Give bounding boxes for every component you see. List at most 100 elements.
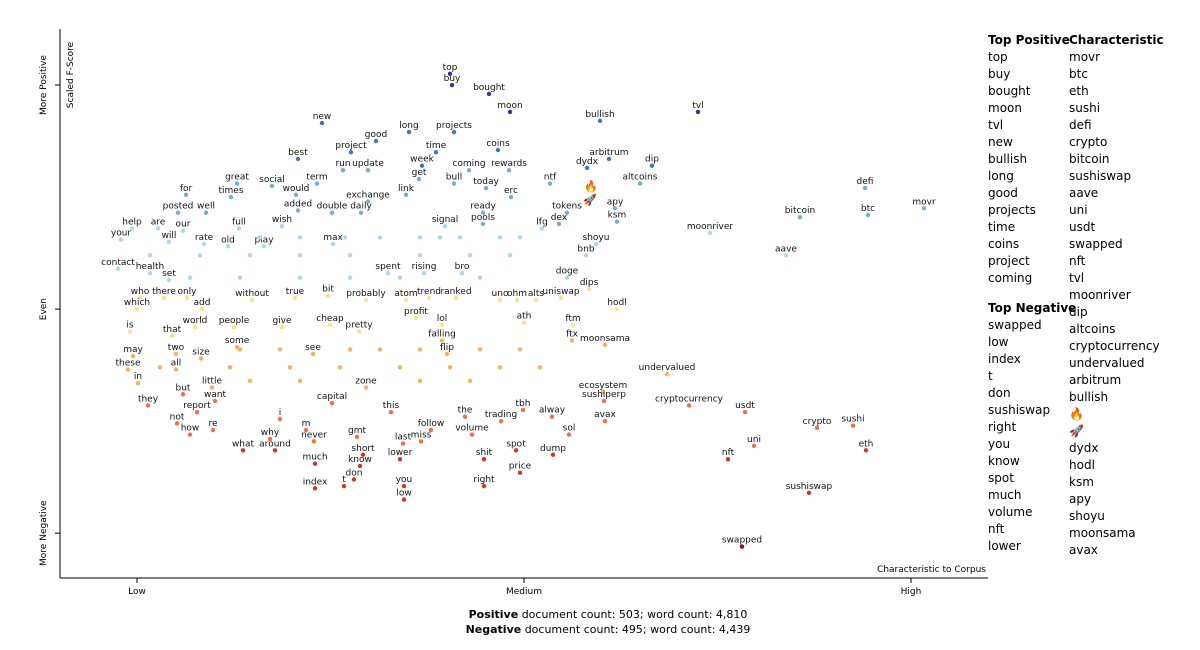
term-label: that [163, 325, 182, 335]
term-label: spot [506, 439, 526, 449]
list-title: Characteristic [1069, 33, 1164, 47]
point [363, 297, 369, 303]
x-axis-label: Characteristic to Corpus [877, 565, 986, 575]
point [428, 427, 434, 433]
list-term: moonsama [1069, 526, 1136, 540]
point [161, 295, 167, 301]
point [707, 230, 713, 236]
point [417, 378, 423, 384]
point [279, 324, 285, 330]
list-term: moon [988, 101, 1022, 115]
list-term: dip [1069, 305, 1088, 319]
point [295, 208, 301, 213]
point [612, 206, 618, 211]
term-label: who [131, 287, 150, 297]
point [459, 271, 465, 276]
term-label: pretty [345, 321, 373, 331]
term-label: undervalued [639, 363, 696, 373]
list-term: buy [988, 67, 1010, 81]
term-label: shit [476, 448, 493, 458]
list-term: aave [1069, 186, 1098, 200]
term-label: know [348, 455, 372, 465]
point [462, 414, 468, 419]
term-label: much [302, 453, 327, 463]
term-label: top [443, 63, 458, 73]
term-label: moon [497, 101, 522, 111]
point [166, 277, 172, 283]
term-label: ftm [565, 314, 580, 324]
point [365, 167, 371, 173]
point [416, 176, 422, 182]
point [419, 163, 425, 168]
point [127, 329, 133, 334]
term-label: trading [485, 410, 517, 420]
term-label: hodl [607, 298, 626, 308]
point [341, 483, 347, 489]
term-label: trend [417, 287, 441, 297]
point [310, 351, 316, 357]
point [614, 306, 620, 312]
list-term: sushi [1069, 101, 1100, 115]
term-label: this [383, 401, 400, 411]
point [564, 275, 570, 280]
list-term: bought [988, 84, 1031, 98]
point [198, 356, 204, 361]
point [593, 241, 599, 247]
term-label: coming [452, 159, 485, 169]
term-label: arbitrum [589, 148, 628, 158]
point [397, 365, 403, 370]
list-term: sushiswap [988, 403, 1050, 417]
point [507, 253, 513, 258]
term-label: dip [645, 155, 659, 165]
term-label: the [458, 406, 473, 416]
point [212, 398, 218, 404]
term-label: great [225, 173, 249, 183]
list-term: coins [988, 237, 1019, 251]
point [240, 448, 246, 453]
point [297, 275, 303, 280]
term-label: some [225, 336, 250, 346]
point [549, 414, 555, 419]
term-label: our [176, 220, 191, 230]
term-label: dump [540, 444, 566, 454]
term-label: daily [350, 202, 372, 212]
point [506, 167, 512, 173]
term-label: contact [101, 258, 135, 268]
list-term: good [988, 186, 1018, 200]
point [514, 297, 520, 303]
list-term: eth [1069, 84, 1089, 98]
point [197, 253, 203, 258]
point [187, 275, 193, 280]
list-term: time [988, 220, 1015, 234]
point [486, 91, 492, 97]
point [377, 235, 383, 240]
point [637, 181, 643, 186]
point [439, 322, 445, 327]
point [342, 235, 348, 240]
point [517, 347, 523, 352]
term-label: cryptocurrency [655, 394, 724, 404]
point [583, 253, 589, 258]
list-term: t [988, 369, 993, 383]
point [360, 452, 366, 457]
point [550, 452, 556, 457]
term-label: usdt [735, 401, 755, 411]
point [269, 183, 275, 189]
point [312, 461, 318, 466]
term-label: spent [375, 262, 401, 272]
term-label: see [305, 343, 321, 353]
term-label: why [261, 428, 280, 438]
term-label: lfg [536, 217, 547, 227]
footer-label: Negative [466, 623, 522, 636]
point [400, 441, 406, 446]
term-label: defi [857, 177, 874, 187]
term-label: ready [470, 202, 496, 212]
point [533, 297, 539, 303]
list-term: defi [1069, 118, 1092, 132]
list-term: hodl [1069, 458, 1095, 472]
term-label: buy [444, 74, 461, 84]
point [865, 212, 871, 218]
point [329, 210, 335, 215]
point [183, 192, 189, 198]
